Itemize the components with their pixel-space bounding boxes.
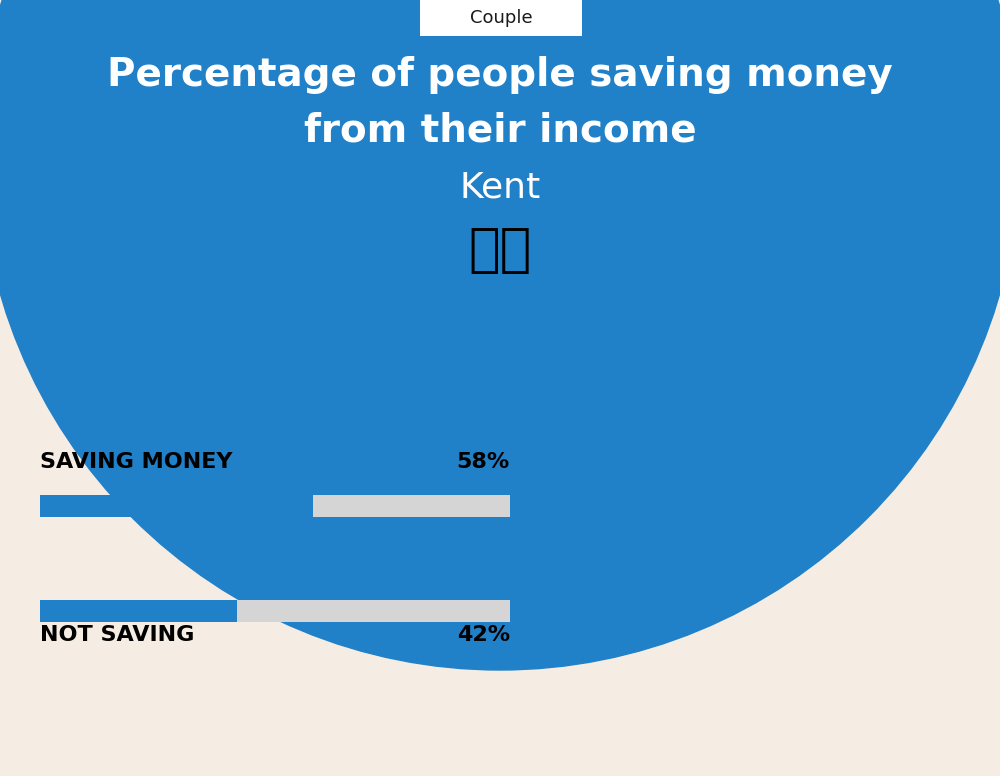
Circle shape xyxy=(0,0,1000,670)
Text: Couple: Couple xyxy=(470,9,532,27)
Text: 🇺🇸: 🇺🇸 xyxy=(468,224,532,276)
FancyBboxPatch shape xyxy=(40,600,237,622)
Text: 42%: 42% xyxy=(457,625,510,645)
FancyBboxPatch shape xyxy=(40,495,510,517)
Text: from their income: from their income xyxy=(304,111,696,149)
Text: NOT SAVING: NOT SAVING xyxy=(40,625,194,645)
FancyBboxPatch shape xyxy=(40,600,510,622)
Text: Percentage of people saving money: Percentage of people saving money xyxy=(107,56,893,94)
FancyBboxPatch shape xyxy=(420,0,582,36)
Text: 58%: 58% xyxy=(457,452,510,472)
Text: SAVING MONEY: SAVING MONEY xyxy=(40,452,232,472)
FancyBboxPatch shape xyxy=(40,495,313,517)
Text: Kent: Kent xyxy=(459,170,541,204)
